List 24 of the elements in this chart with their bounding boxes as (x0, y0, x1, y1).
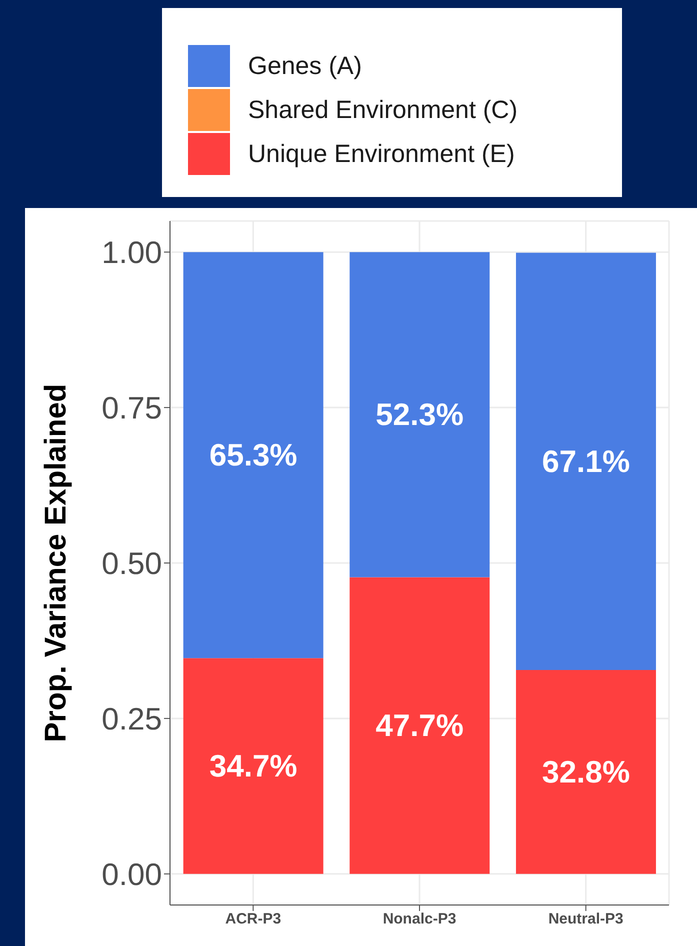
data-label: 34.7% (209, 748, 298, 784)
legend-label: Shared Environment (C) (248, 96, 518, 124)
data-label: 67.1% (542, 444, 630, 479)
y-tick-label: 0.75 (102, 390, 162, 426)
data-label: 52.3% (376, 397, 464, 432)
x-tick-label: ACR-P3 (225, 910, 282, 928)
legend-label: Unique Environment (E) (248, 140, 515, 168)
y-tick-label: 0.25 (102, 701, 162, 736)
y-tick-label: 1.00 (102, 235, 162, 270)
bar (183, 252, 324, 658)
x-tick-label: Nonalc-P3 (382, 910, 456, 928)
legend-label: Genes (A) (248, 52, 362, 80)
bar (350, 252, 490, 578)
bar (350, 577, 490, 874)
y-tick-label: 0.50 (102, 546, 162, 582)
y-tick-label: 0.00 (102, 856, 162, 892)
y-axis-title: Prop. Variance Explained (40, 384, 73, 742)
bar (516, 670, 656, 874)
data-label: 47.7% (376, 708, 464, 744)
bar (183, 658, 324, 874)
data-label: 65.3% (209, 438, 298, 473)
x-tick-label: Neutral-P3 (548, 910, 624, 928)
bar (516, 252, 656, 670)
data-label: 32.8% (542, 754, 630, 790)
